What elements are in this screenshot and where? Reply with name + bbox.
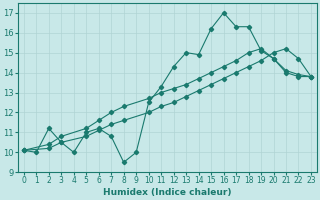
X-axis label: Humidex (Indice chaleur): Humidex (Indice chaleur)	[103, 188, 232, 197]
